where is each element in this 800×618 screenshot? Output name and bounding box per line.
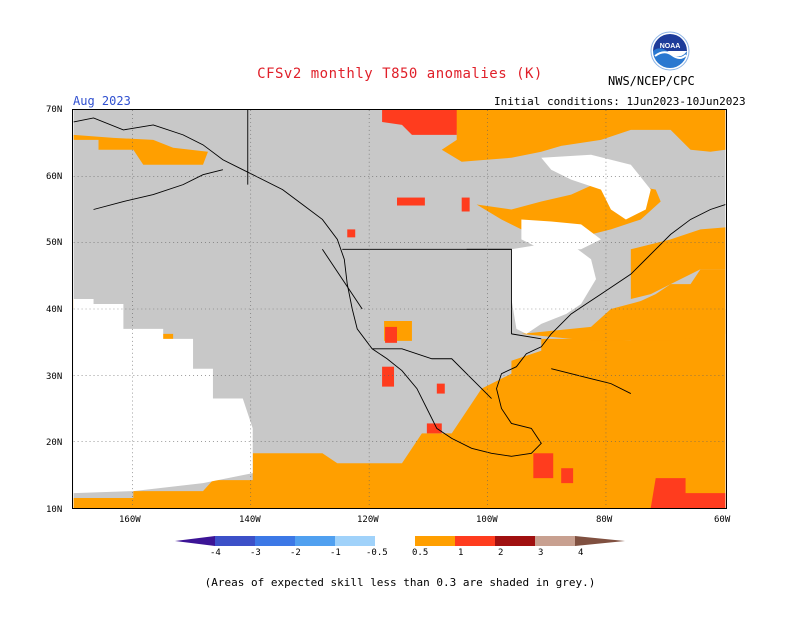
colorbar-swatch (455, 536, 495, 546)
anomaly-map (72, 109, 727, 509)
colorbar-label: -1 (330, 548, 341, 558)
forecast-period: Aug 2023 (73, 94, 131, 108)
colorbar-label: -3 (250, 548, 261, 558)
colorbar-swatch (535, 536, 575, 546)
colorbar (175, 536, 625, 546)
lon-label: 140W (239, 515, 261, 525)
warm-anomaly-1-2 (347, 110, 726, 508)
noaa-logo-icon: NOAA (650, 31, 690, 71)
initial-conditions: Initial conditions: 1Jun2023-10Jun2023 (494, 95, 746, 108)
colorbar-swatch (495, 536, 535, 546)
lat-label: 10N (46, 505, 63, 515)
colorbar-label: 3 (538, 548, 544, 558)
colorbar-swatch (575, 536, 625, 546)
lat-label: 40N (46, 305, 63, 315)
lat-label: 70N (46, 105, 63, 115)
neutral-area (73, 154, 651, 494)
colorbar-swatch (415, 536, 455, 546)
graticule (73, 110, 726, 508)
logo-text: NOAA (660, 43, 681, 50)
colorbar-label: 1 (458, 548, 464, 558)
colorbar-label: 0.5 (412, 548, 429, 558)
footnote: (Areas of expected skill less than 0.3 a… (204, 576, 596, 589)
colorbar-label: -0.5 (366, 548, 388, 558)
colorbar-swatch (175, 536, 215, 546)
colorbar-swatch (295, 536, 335, 546)
lat-label: 60N (46, 172, 63, 182)
colorbar-swatch (215, 536, 255, 546)
lon-label: 120W (357, 515, 379, 525)
colorbar-label: -2 (290, 548, 301, 558)
agency-label: NWS/NCEP/CPC (608, 74, 695, 88)
colorbar-swatch (255, 536, 295, 546)
lat-label: 50N (46, 238, 63, 248)
lon-label: 160W (119, 515, 141, 525)
lon-label: 80W (596, 515, 613, 525)
lon-label: 100W (476, 515, 498, 525)
colorbar-label: -4 (210, 548, 221, 558)
lat-label: 20N (46, 438, 63, 448)
lon-label: 60W (714, 515, 731, 525)
coastlines (73, 110, 726, 457)
colorbar-swatch (335, 536, 375, 546)
colorbar-swatch (375, 536, 415, 546)
map-title: CFSv2 monthly T850 anomalies (K) (257, 66, 543, 82)
lat-label: 30N (46, 372, 63, 382)
colorbar-label: 2 (498, 548, 504, 558)
colorbar-label: 4 (578, 548, 584, 558)
